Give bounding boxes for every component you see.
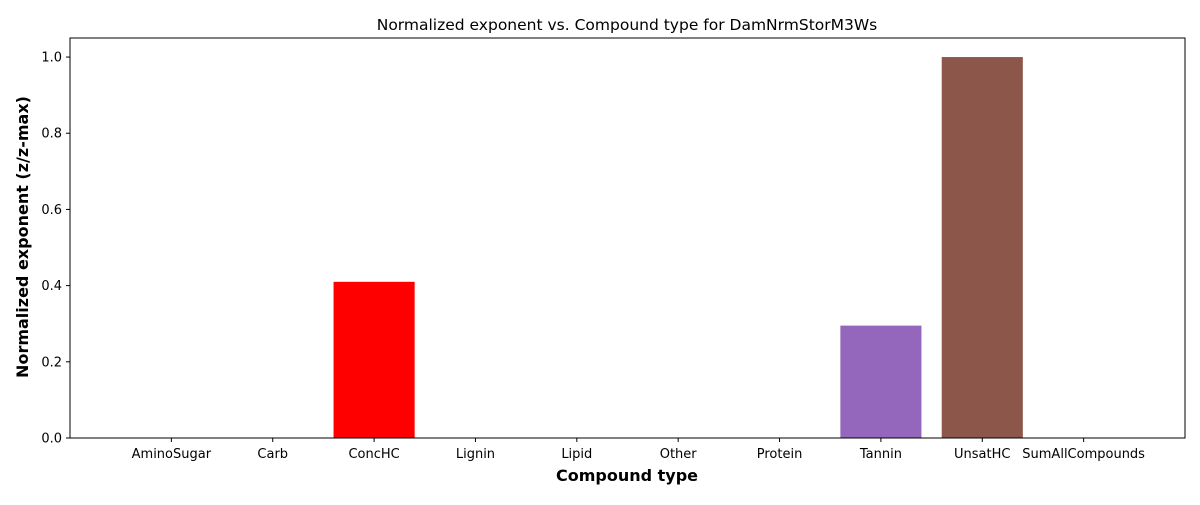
x-tick-label: SumAllCompounds	[1022, 447, 1145, 462]
y-tick-label: 1.0	[41, 51, 62, 66]
x-axis-title: Compound type	[556, 466, 698, 485]
x-tick-label: AminoSugar	[132, 447, 212, 462]
y-tick-label: 0.2	[41, 355, 62, 370]
x-tick-label: UnsatHC	[954, 447, 1010, 462]
y-tick-label: 0.6	[41, 203, 62, 218]
bar-conchc	[333, 281, 415, 438]
bar-unsathc	[941, 57, 1023, 439]
chart-title: Normalized exponent vs. Compound type fo…	[377, 16, 878, 34]
x-tick-label: Lipid	[561, 447, 592, 462]
bar-tannin	[840, 325, 922, 438]
x-tick-label: Lignin	[456, 447, 495, 462]
x-tick-label: Protein	[757, 447, 803, 462]
x-tick-label: Carb	[257, 447, 288, 462]
plot-area: AminoSugar Carb ConcHC Lignin Lipid Other Prot…	[41, 37, 1186, 462]
y-tick-label: 0.0	[41, 432, 62, 447]
y-tick-label: 0.8	[41, 127, 62, 142]
y-axis-title: Normalized exponent (z/z-max)	[13, 96, 32, 378]
plot-frame	[69, 37, 1186, 439]
y-tick-label: 0.4	[41, 279, 62, 294]
x-tick-label: Other	[660, 447, 698, 462]
x-tick-label: Tannin	[859, 447, 902, 462]
x-tick-label: ConcHC	[348, 447, 399, 462]
